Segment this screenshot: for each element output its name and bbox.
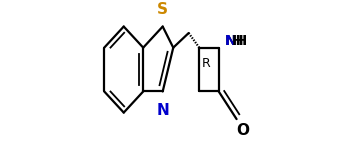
Text: H: H	[231, 34, 243, 48]
Text: NH: NH	[225, 34, 249, 48]
Text: R: R	[201, 57, 210, 70]
Text: N: N	[225, 34, 237, 48]
Text: S: S	[157, 2, 168, 17]
Text: O: O	[236, 123, 249, 138]
Text: N: N	[156, 103, 169, 118]
